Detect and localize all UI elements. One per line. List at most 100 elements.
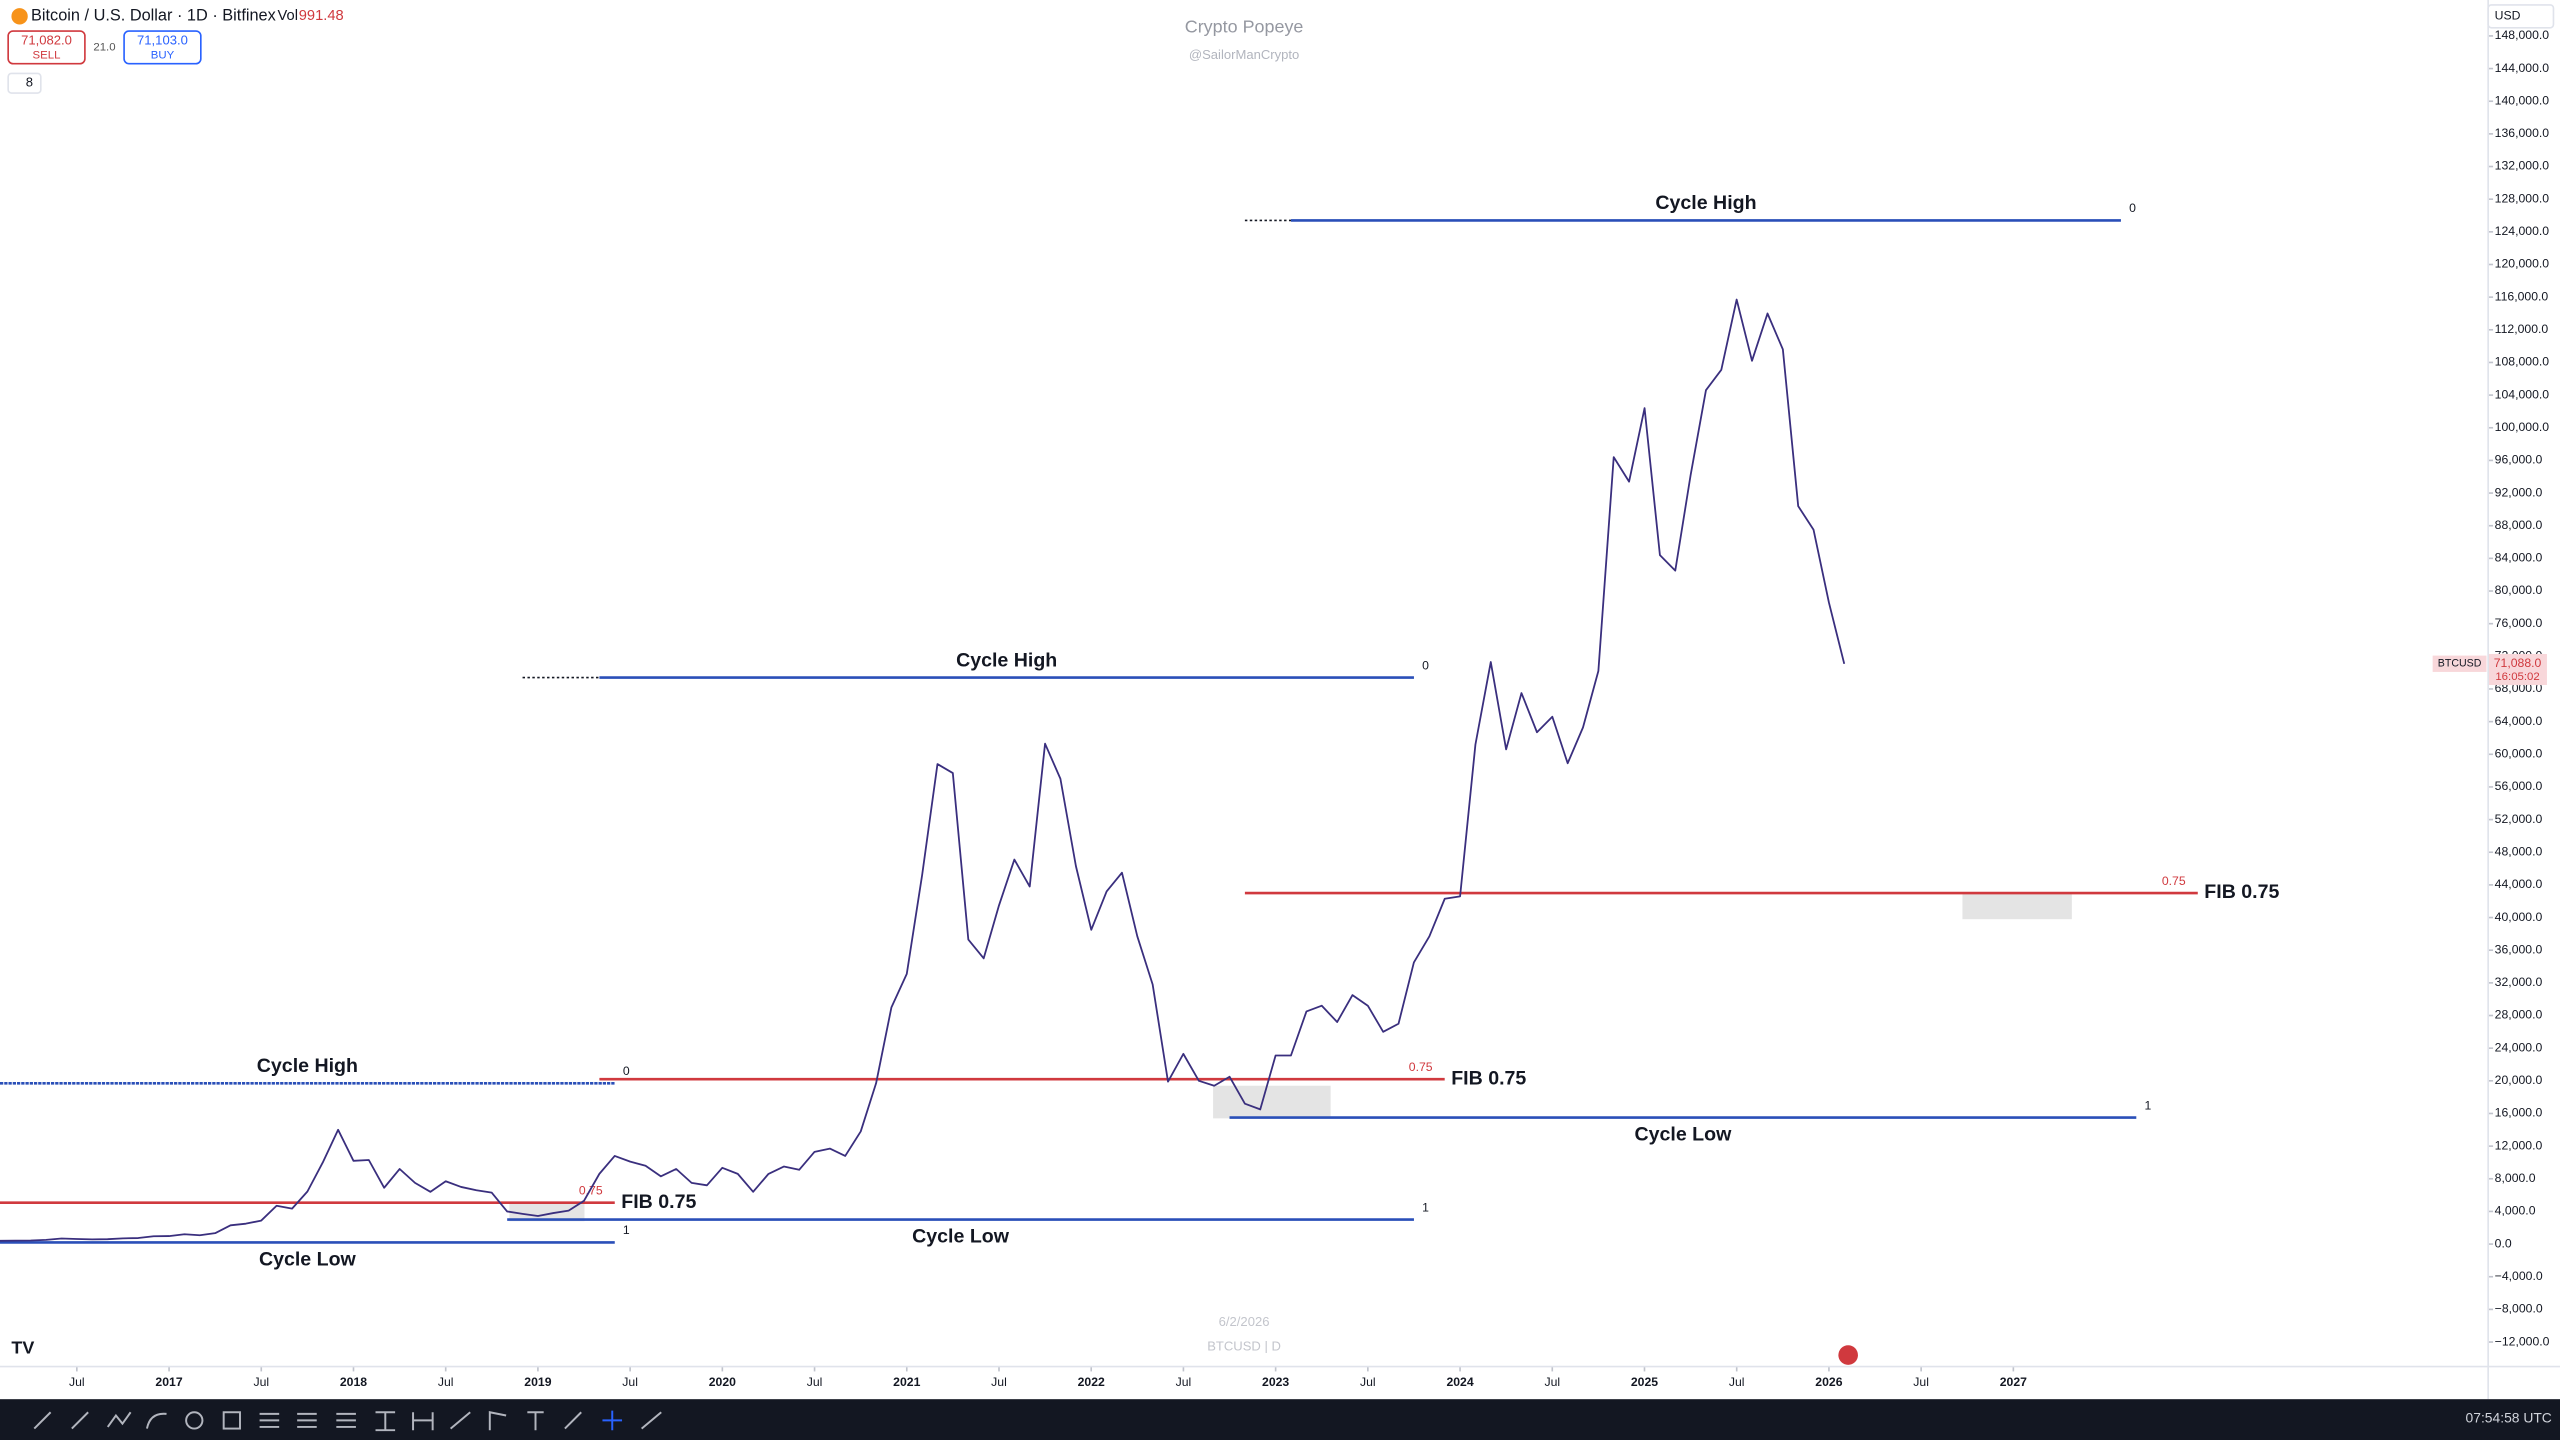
volume-value: 991.48 xyxy=(299,8,344,24)
tool-icon[interactable] xyxy=(336,1412,356,1428)
x-tick-label: Jul xyxy=(1544,1375,1560,1389)
x-tick-label: 2020 xyxy=(709,1375,736,1389)
x-tick-label: Jul xyxy=(1176,1375,1192,1389)
y-tick-label: 88,000.0 xyxy=(2495,518,2543,532)
y-tick-label: 4,000.0 xyxy=(2495,1204,2536,1218)
level-name: FIB 0.75 xyxy=(2204,881,2279,903)
fib-tag: 0.75 xyxy=(2162,874,2186,888)
buy-button[interactable] xyxy=(123,30,202,65)
tool-icon[interactable] xyxy=(106,1411,132,1428)
level-name: Cycle Low xyxy=(912,1226,1010,1248)
tool-icon[interactable] xyxy=(449,1411,471,1430)
level-name: Cycle Low xyxy=(259,1249,357,1271)
y-tick-label: 96,000.0 xyxy=(2495,453,2543,467)
y-tick-label: 56,000.0 xyxy=(2495,779,2543,793)
x-tick-label: Jul xyxy=(1913,1375,1929,1389)
y-tick-label: 132,000.0 xyxy=(2495,159,2550,173)
tool-icon[interactable] xyxy=(222,1411,241,1430)
level-name: FIB 0.75 xyxy=(621,1191,696,1213)
y-tick-label: 116,000.0 xyxy=(2495,289,2549,303)
level-name: FIB 0.75 xyxy=(1451,1067,1526,1089)
event-icon[interactable] xyxy=(1838,1345,1858,1365)
range-box xyxy=(509,1203,585,1222)
x-tick-label: 2025 xyxy=(1631,1375,1658,1389)
fib-tag: 0 xyxy=(623,1064,630,1078)
x-tick-label: Jul xyxy=(807,1375,823,1389)
x-tick-label: Jul xyxy=(253,1375,269,1389)
x-tick-label: 2023 xyxy=(1262,1375,1289,1389)
price-line xyxy=(0,298,1846,1242)
fib-tag: 1 xyxy=(2144,1098,2151,1112)
volume-label: Vol xyxy=(278,8,298,24)
tool-icon[interactable] xyxy=(412,1412,434,1431)
y-tick-label: −8,000.0 xyxy=(2495,1302,2543,1316)
price-tag-countdown: 16:05:02 xyxy=(2495,671,2539,683)
y-tick-label: 64,000.0 xyxy=(2495,714,2543,728)
clock: 07:54:58 UTC xyxy=(2466,1409,2552,1425)
indicator-count: 8 xyxy=(26,75,33,90)
level-name: Cycle High xyxy=(1655,192,1756,214)
bitcoin-icon xyxy=(11,8,28,25)
fib-tag: 1 xyxy=(1422,1200,1429,1214)
tool-icon[interactable] xyxy=(641,1411,662,1430)
tool-icon[interactable] xyxy=(527,1411,544,1431)
drawing-toolbar xyxy=(0,1399,2560,1440)
y-tick-label: 76,000.0 xyxy=(2495,616,2543,630)
y-tick-label: 92,000.0 xyxy=(2495,485,2543,499)
y-tick-label: 36,000.0 xyxy=(2495,942,2543,956)
y-tick-label: 112,000.0 xyxy=(2495,322,2549,336)
y-tick-label: −4,000.0 xyxy=(2495,1269,2543,1283)
sell-button[interactable] xyxy=(7,30,86,65)
tool-icon[interactable] xyxy=(33,1411,52,1430)
symbol-title[interactable]: Bitcoin / U.S. Dollar · 1D · Bitfinex xyxy=(31,7,276,25)
fib-tag: 0 xyxy=(2129,201,2136,215)
tool-icon[interactable] xyxy=(602,1410,623,1431)
sell-price: 71,082.0 xyxy=(21,32,72,47)
y-tick-label: 148,000.0 xyxy=(2495,28,2550,42)
watermark-symbol: BTCUSD | D xyxy=(1207,1338,1281,1353)
y-tick-label: 52,000.0 xyxy=(2495,812,2543,826)
tool-icon[interactable] xyxy=(375,1411,396,1432)
y-tick-label: −12,000.0 xyxy=(2495,1334,2550,1348)
x-tick-label: 2018 xyxy=(340,1375,367,1389)
range-box xyxy=(1962,893,2072,920)
y-tick-label: 140,000.0 xyxy=(2495,93,2550,107)
watermark-title: Crypto Popeye xyxy=(1185,16,1304,36)
spread: 21.0 xyxy=(93,41,115,53)
tool-icon[interactable] xyxy=(71,1411,89,1430)
symbol-tag xyxy=(2432,655,2487,672)
x-tick-label: 2024 xyxy=(1446,1375,1473,1389)
x-tick-label: Jul xyxy=(1729,1375,1745,1389)
tv-logo[interactable]: TV xyxy=(11,1337,34,1357)
indicator-toggle[interactable] xyxy=(7,72,42,94)
y-tick-label: 84,000.0 xyxy=(2495,551,2543,565)
fib-tag: 0 xyxy=(1422,658,1429,672)
y-tick-label: 128,000.0 xyxy=(2495,191,2550,205)
y-tick-label: 104,000.0 xyxy=(2495,387,2550,401)
tool-icon[interactable] xyxy=(488,1411,507,1431)
x-tick-label: 2022 xyxy=(1078,1375,1105,1389)
currency: USD xyxy=(2495,9,2521,23)
tool-icon[interactable] xyxy=(297,1412,317,1428)
y-tick-label: 32,000.0 xyxy=(2495,975,2543,989)
tool-icon[interactable] xyxy=(564,1411,582,1430)
y-tick-label: 44,000.0 xyxy=(2495,877,2543,891)
toolbar-icons xyxy=(33,1410,662,1432)
sell-label: SELL xyxy=(33,50,61,62)
level-name: Cycle High xyxy=(956,649,1057,671)
x-tick-label: 2027 xyxy=(2000,1375,2027,1389)
y-tick-label: 28,000.0 xyxy=(2495,1008,2543,1022)
range-box xyxy=(1213,1085,1331,1119)
tool-icon[interactable] xyxy=(259,1412,280,1428)
x-tick-label: Jul xyxy=(622,1375,638,1389)
tool-icon[interactable] xyxy=(185,1411,204,1430)
level-name: Cycle Low xyxy=(1634,1124,1732,1146)
tool-icon[interactable] xyxy=(145,1412,167,1429)
y-tick-label: 108,000.0 xyxy=(2495,355,2550,369)
y-tick-label: 120,000.0 xyxy=(2495,257,2550,271)
fib-tag: 1 xyxy=(623,1223,630,1237)
y-tick-label: 24,000.0 xyxy=(2495,1040,2543,1054)
